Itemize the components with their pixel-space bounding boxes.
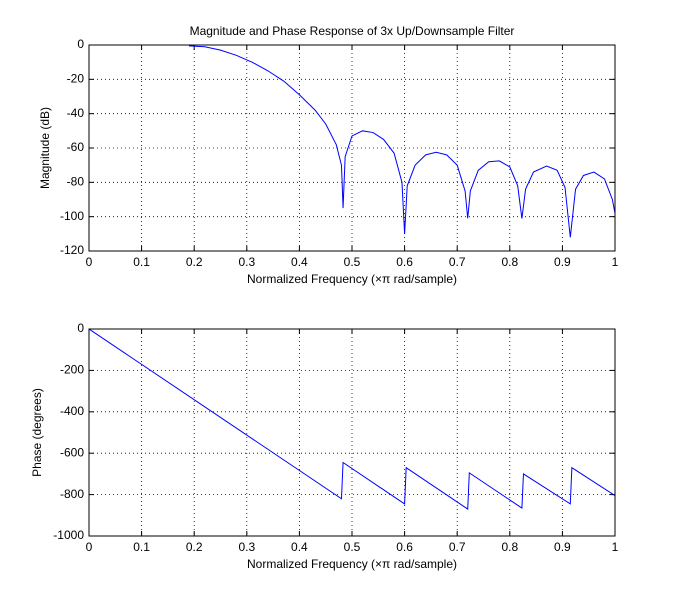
x-axis-label: Normalized Frequency (×π rad/sample): [247, 557, 457, 571]
x-tick-label: 0.5: [344, 255, 361, 269]
x-tick-label: 0.1: [133, 540, 150, 554]
x-tick-label: 0.9: [554, 540, 571, 554]
y-tick-label: -80: [67, 175, 85, 189]
plot-area: [89, 45, 615, 251]
y-tick-label: -200: [60, 363, 84, 377]
x-tick-label: 0.7: [449, 540, 466, 554]
y-tick-label: -100: [60, 209, 84, 223]
x-tick-label: 0.2: [186, 540, 203, 554]
y-tick-label: -120: [60, 243, 84, 257]
x-tick-label: 0.8: [501, 540, 518, 554]
y-axis-label: Phase (degrees): [30, 388, 44, 477]
axes-box: [88, 44, 616, 252]
y-tick-label: -20: [67, 72, 85, 86]
x-axis-label: Normalized Frequency (×π rad/sample): [247, 272, 457, 286]
data-line: [188, 45, 615, 238]
x-tick-label: 0.9: [554, 255, 571, 269]
x-tick-label: 0.6: [396, 255, 413, 269]
x-tick-label: 0.3: [238, 540, 255, 554]
x-tick-label: 0.2: [186, 255, 203, 269]
chart-title: Magnitude and Phase Response of 3x Up/Do…: [190, 24, 515, 38]
data-line: [89, 329, 615, 511]
x-tick-label: 0.8: [501, 255, 518, 269]
plot-area: [89, 329, 615, 536]
series: [188, 45, 615, 238]
x-tick-label: 0: [86, 540, 93, 554]
x-tick-label: 1: [612, 255, 619, 269]
x-tick-label: 0.7: [449, 255, 466, 269]
y-tick-label: -1000: [53, 528, 84, 542]
x-tick-label: 0.5: [344, 540, 361, 554]
y-tick-label: -600: [60, 445, 84, 459]
y-tick-label: -60: [67, 140, 85, 154]
series: [89, 329, 615, 511]
y-tick-label: 0: [77, 321, 84, 335]
x-tick-label: 0.4: [291, 540, 308, 554]
x-tick-label: 0.1: [133, 255, 150, 269]
x-tick-label: 0: [86, 255, 93, 269]
y-axis-label: Magnitude (dB): [38, 107, 52, 189]
x-tick-label: 0.6: [396, 540, 413, 554]
axes-box: [88, 328, 616, 537]
x-tick-label: 1: [612, 540, 619, 554]
y-tick-label: 0: [77, 37, 84, 51]
y-tick-label: -400: [60, 404, 84, 418]
x-tick-label: 0.4: [291, 255, 308, 269]
y-tick-label: -40: [67, 106, 85, 120]
y-tick-label: -800: [60, 487, 84, 501]
x-tick-label: 0.3: [238, 255, 255, 269]
